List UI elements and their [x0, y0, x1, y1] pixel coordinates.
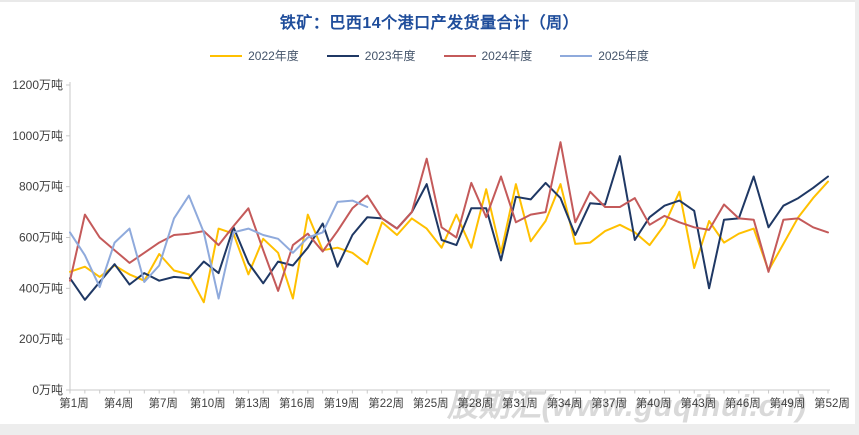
legend-item-2025: 2025年度 [560, 47, 649, 64]
legend-item-2023: 2023年度 [326, 47, 416, 64]
x-tick-label: 第13周 [234, 396, 270, 410]
legend-line-swatch [443, 54, 476, 57]
x-tick-label: 第25周 [413, 396, 449, 410]
series-line-2024 [69, 141, 829, 292]
legend-line-swatch [210, 54, 243, 57]
x-tick-label: 第37周 [591, 396, 627, 410]
frame-edge-bottom [0, 424, 859, 435]
y-tick-label: 0万吨 [32, 383, 63, 397]
y-tick-label: 400万吨 [19, 281, 63, 295]
legend-line-swatch [326, 54, 359, 57]
frame-edge-right [855, 0, 859, 435]
series-line-2023 [69, 155, 829, 301]
series-line-2025 [69, 194, 369, 300]
x-tick-label: 第34周 [547, 396, 583, 410]
x-tick-label: 第1周 [59, 396, 88, 410]
frame-edge-top [0, 0, 859, 2]
legend-label: 2022年度 [248, 49, 299, 63]
x-tick-label: 第46周 [725, 396, 761, 410]
page-title: 铁矿：巴西14个港口产发货量合计（周） [279, 15, 580, 32]
x-tick-label: 第10周 [190, 396, 226, 410]
x-tick-label: 第31周 [502, 396, 538, 410]
y-tick-label: 1000万吨 [12, 129, 63, 143]
legend-item-2024: 2024年度 [443, 47, 533, 64]
y-tick-label: 1200万吨 [12, 78, 63, 92]
legend-label: 2024年度 [481, 49, 533, 63]
watermark-text: 股期汇(www.guqihui.cn) [447, 388, 807, 423]
x-tick-label: 第40周 [636, 396, 672, 410]
y-tick-label: 200万吨 [19, 332, 63, 346]
legend: 2022年度 2023年度 2024年度 2025年度 [0, 47, 859, 64]
x-tick-label: 第16周 [279, 396, 315, 410]
x-tick-label: 第49周 [770, 396, 806, 410]
legend-item-2022: 2022年度 [210, 47, 299, 64]
y-tick-label: 600万吨 [19, 231, 63, 245]
x-tick-label: 第43周 [680, 396, 716, 410]
x-tick-label: 第19周 [324, 396, 360, 410]
x-tick-label: 第22周 [368, 396, 404, 410]
x-tick-label: 第28周 [457, 396, 493, 410]
x-tick-label: 第52周 [814, 396, 850, 410]
legend-line-swatch [560, 54, 593, 57]
legend-label: 2025年度 [598, 49, 649, 63]
x-tick-label: 第4周 [104, 396, 133, 410]
x-tick-label: 第7周 [148, 396, 177, 410]
legend-label: 2023年度 [364, 49, 416, 63]
y-tick-label: 800万吨 [19, 180, 63, 194]
